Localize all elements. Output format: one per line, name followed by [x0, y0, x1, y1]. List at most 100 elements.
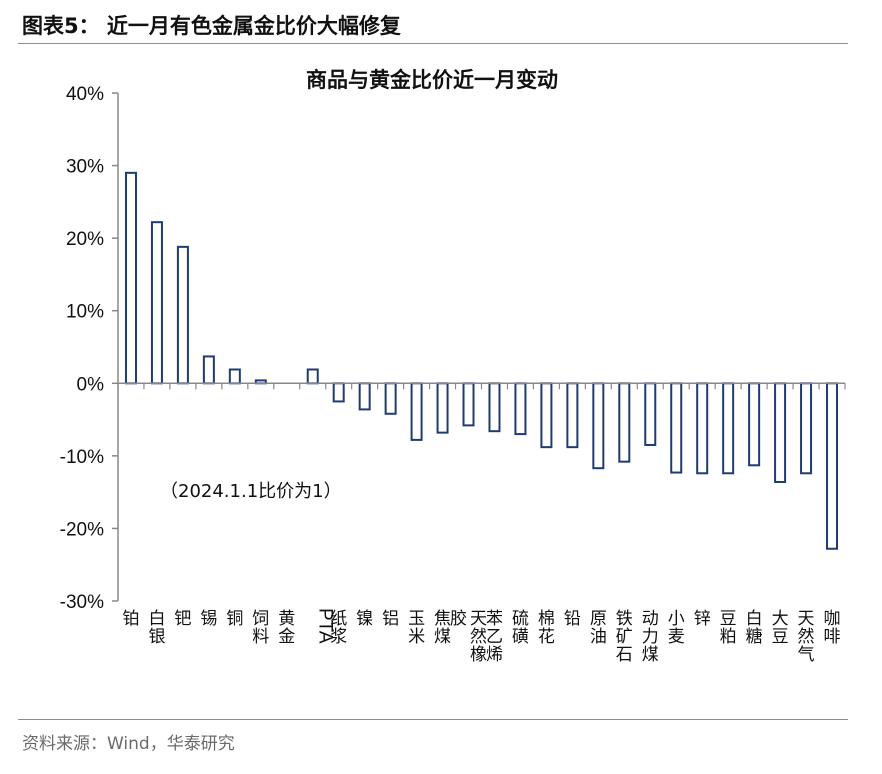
x-tick-label: 铁矿石 — [616, 609, 633, 665]
x-tick-label: 钯 — [174, 609, 191, 629]
x-tick-label: 大豆 — [772, 609, 789, 647]
bar — [150, 221, 163, 385]
chart-annotation: （2024.1.1比价为1） — [160, 481, 342, 502]
svg-text:煤: 煤 — [434, 627, 451, 647]
source-note: 资料来源：Wind，华泰研究 — [22, 734, 235, 754]
svg-text:黄: 黄 — [278, 609, 295, 629]
svg-text:纸: 纸 — [330, 609, 347, 629]
x-tick-labels: 铂白银钯锡铜饲料黄金 PTA纸浆镍铝玉米焦煤天然橡胶 苯乙烯硫磺棉花铅 原油铁矿石动力… — [122, 608, 840, 665]
x-tick-label: 铝 — [382, 609, 399, 629]
x-tick-label: PTA — [315, 608, 336, 644]
svg-text:银: 银 — [148, 627, 165, 647]
x-tick-label: 锡 — [200, 609, 217, 629]
bar — [462, 382, 475, 427]
svg-text:铅: 铅 — [564, 609, 581, 629]
svg-text:豆: 豆 — [720, 609, 737, 629]
bar — [176, 245, 189, 385]
y-tick-label: 20% — [66, 229, 104, 250]
bar — [748, 382, 761, 467]
bar — [436, 382, 449, 434]
svg-text:料: 料 — [252, 627, 269, 647]
figure-title: 图表5： 近一月有色金属金比价大幅修复 — [22, 14, 401, 38]
svg-text:镍: 镍 — [356, 609, 373, 629]
svg-text:硫: 硫 — [512, 609, 529, 629]
bar — [644, 382, 657, 446]
svg-text:铂: 铂 — [122, 609, 139, 629]
svg-text:棉: 棉 — [538, 609, 555, 629]
svg-text:金: 金 — [278, 627, 295, 647]
svg-text:咖: 咖 — [824, 609, 841, 629]
svg-text:粕: 粕 — [720, 627, 737, 647]
x-tick-label: 天然气 — [798, 609, 815, 665]
svg-text:锌: 锌 — [694, 609, 711, 629]
bar — [410, 382, 423, 441]
x-tick-label: 动力煤 — [642, 609, 659, 665]
svg-text:烯: 烯 — [486, 645, 503, 665]
svg-text:力: 力 — [642, 627, 659, 647]
bar — [800, 382, 813, 475]
bar — [696, 382, 709, 475]
y-tick-label: -20% — [60, 519, 104, 540]
bar — [722, 382, 735, 475]
svg-text:小: 小 — [668, 609, 685, 629]
svg-text:麦: 麦 — [668, 627, 685, 647]
svg-text:然: 然 — [798, 627, 815, 647]
x-tick-label: 锌 — [694, 609, 711, 629]
svg-text:锡: 锡 — [200, 609, 217, 629]
svg-text:胶: 胶 — [450, 609, 467, 629]
svg-text:铜: 铜 — [226, 609, 243, 629]
bar — [202, 355, 215, 385]
bar — [384, 382, 397, 415]
x-tick-label: 白银 — [148, 609, 165, 647]
bar — [618, 382, 631, 463]
bar — [358, 382, 371, 411]
x-tick-label: 小麦 — [668, 609, 685, 647]
bar — [228, 368, 241, 385]
x-tick-label: 棉花 — [538, 609, 555, 647]
x-tick-label: 玉米 — [408, 609, 425, 647]
svg-text:白: 白 — [746, 609, 763, 629]
svg-text:煤: 煤 — [642, 645, 659, 665]
svg-text:磺: 磺 — [512, 627, 529, 647]
svg-text:油: 油 — [590, 627, 607, 647]
svg-text:PTA: PTA — [315, 608, 336, 644]
x-tick-label: 铜 — [226, 609, 243, 629]
x-axis — [117, 382, 846, 390]
svg-text:钯: 钯 — [174, 609, 191, 629]
svg-text:苯: 苯 — [486, 609, 503, 629]
svg-text:糖: 糖 — [746, 627, 763, 647]
svg-text:白: 白 — [148, 609, 165, 629]
bar — [488, 382, 501, 433]
bar — [306, 368, 319, 385]
bar — [774, 382, 787, 483]
x-tick-label: 白糖 — [746, 609, 763, 647]
y-tick-label: 10% — [66, 302, 104, 323]
chart-title: 商品与黄金比价近一月变动 — [306, 68, 558, 92]
x-tick-label: 铅 — [564, 609, 581, 629]
x-tick-label: 豆粕 — [720, 609, 737, 647]
svg-text:天: 天 — [470, 609, 487, 629]
svg-text:浆: 浆 — [330, 627, 347, 647]
svg-text:然: 然 — [470, 627, 487, 647]
bar — [826, 382, 839, 550]
bar — [670, 382, 683, 474]
x-tick-label: 苯乙烯 — [486, 609, 503, 665]
bar — [514, 382, 527, 436]
top-rule — [18, 43, 848, 44]
svg-text:橡: 橡 — [470, 645, 487, 665]
svg-text:气: 气 — [798, 645, 815, 665]
y-tick-label: 40% — [66, 84, 104, 105]
bar — [332, 382, 345, 403]
svg-text:豆: 豆 — [772, 627, 789, 647]
x-tick-label: 焦煤 — [434, 609, 451, 647]
bar — [124, 171, 137, 385]
y-tick-label: 30% — [66, 157, 104, 178]
x-tick-label: 黄金 — [278, 609, 295, 647]
svg-text:乙: 乙 — [486, 627, 503, 647]
svg-text:焦: 焦 — [434, 609, 451, 629]
svg-text:米: 米 — [408, 627, 425, 647]
svg-text:动: 动 — [642, 609, 659, 629]
x-tick-label: 咖啡 — [824, 609, 841, 647]
svg-text:花: 花 — [538, 627, 555, 647]
